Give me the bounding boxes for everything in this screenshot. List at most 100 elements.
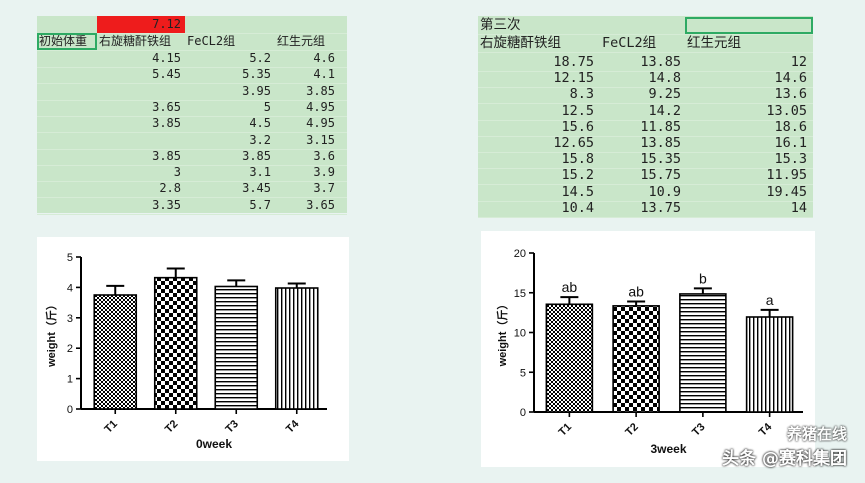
sheet1-cell[interactable] <box>37 115 97 132</box>
sheet1-cell[interactable]: 4.6 <box>313 51 335 65</box>
sheet1-cell[interactable] <box>37 99 97 116</box>
sheet1-cell[interactable]: 3.85 <box>242 148 271 163</box>
sheet2-cell[interactable]: 18.75 <box>553 54 594 70</box>
sheet2-header-cell[interactable]: 红生元组 <box>687 35 741 51</box>
sheet1-cell[interactable] <box>37 50 97 67</box>
sheet1-cell[interactable] <box>275 16 347 33</box>
sheet1-cell[interactable]: 4.5 <box>249 116 271 131</box>
sheet1-cell[interactable]: 5.45 <box>152 67 181 82</box>
sheet2-cell[interactable]: 12.15 <box>553 70 594 87</box>
sheet1-cell[interactable]: 3.6 <box>313 148 335 163</box>
sheet1-cell[interactable]: 3.2 <box>249 132 271 147</box>
y-tick-label: 4 <box>67 282 73 294</box>
sheet2-cell[interactable]: 14.8 <box>648 70 681 87</box>
sheet2-cell[interactable]: 15.2 <box>561 167 594 184</box>
sheet2-header-row: 右旋糖酐铁组 FeCL2组 红生元组 <box>478 35 813 53</box>
y-tick-label: 5 <box>520 367 526 379</box>
sheet1-cell[interactable]: 4.1 <box>313 67 335 82</box>
y-tick-label: 2 <box>67 343 73 355</box>
sheet2-cell[interactable]: 14.2 <box>648 102 681 119</box>
sheet2-cell[interactable]: 8.3 <box>569 86 594 103</box>
sheet1-header-cell[interactable]: 红生元组 <box>277 34 326 48</box>
sheet1-cell[interactable] <box>37 83 97 100</box>
y-tick-label: 15 <box>514 288 526 300</box>
sheet2-selected-cell[interactable] <box>685 17 813 34</box>
watermark-line2: 头条 @赛科集团 <box>722 449 847 469</box>
sheet1-cell[interactable] <box>37 16 97 33</box>
sheet1-cell[interactable] <box>97 132 185 149</box>
sheet2-cell[interactable]: 14 <box>790 199 807 216</box>
sheet2-cell[interactable]: 15.6 <box>561 118 594 135</box>
sheet2-cell[interactable]: 16.1 <box>774 135 807 151</box>
sheet2-data-row: 18.75 13.85 12 <box>478 54 813 72</box>
sheet2-cell[interactable]: 15.8 <box>561 151 594 168</box>
sheet2-cell[interactable]: 13.85 <box>640 135 681 151</box>
sheet2-cell[interactable]: 11.95 <box>766 167 807 184</box>
sheet1-cell[interactable]: 3.85 <box>152 116 181 131</box>
bar-t2 <box>153 276 198 410</box>
sheet1-cell[interactable]: 3.85 <box>152 148 181 163</box>
sheet1-data-row: 3.85 3.85 3.6 <box>37 148 347 166</box>
sheet1-highlight-cell[interactable]: 7.12 <box>97 16 185 33</box>
sheet2-cell[interactable]: 11.85 <box>640 118 681 135</box>
sheet2-cell[interactable]: 15.35 <box>640 151 681 168</box>
sheet1-cell[interactable] <box>37 180 97 197</box>
sheet1-cell[interactable]: 3.15 <box>306 132 335 147</box>
sheet1-cell[interactable]: 3.65 <box>306 197 335 212</box>
sheet2-title-cell[interactable]: 第三次 <box>480 17 521 33</box>
sheet2-cell[interactable]: 14.5 <box>561 183 594 200</box>
sheet1-cell[interactable]: 5.2 <box>249 51 271 65</box>
sheet2-cell[interactable]: 9.25 <box>648 86 681 103</box>
sheet1-cell[interactable]: 3.45 <box>242 181 271 196</box>
sheet2-cell[interactable]: 13.6 <box>774 86 807 103</box>
sheet2-cell[interactable]: 18.6 <box>774 118 807 135</box>
sheet2-cell[interactable]: 12 <box>790 54 807 70</box>
sheet1-cell[interactable]: 3.85 <box>306 83 335 98</box>
sheet2-cell[interactable]: 13.85 <box>640 54 681 70</box>
sheet1-cell[interactable]: 4.15 <box>152 51 181 65</box>
sheet1-cell[interactable]: 2.8 <box>159 181 181 196</box>
sheet1-cell[interactable] <box>185 16 275 33</box>
sheet2-cell[interactable]: 15.3 <box>774 151 807 168</box>
sheet2-cell[interactable]: 10.9 <box>648 183 681 200</box>
sheet2-header-cell[interactable]: 右旋糖酐铁组 <box>480 35 561 51</box>
sheet2-header-cell[interactable]: FeCL2组 <box>602 35 657 51</box>
sheet1-header-selected-cell[interactable]: 初始体重 <box>37 33 97 50</box>
sheet2-cell[interactable]: 10.4 <box>561 199 594 216</box>
sheet2-cell[interactable]: 13.75 <box>640 199 681 216</box>
sheet1-cell[interactable] <box>37 66 97 83</box>
sheet1-cell[interactable] <box>37 132 97 149</box>
sheet1-cell[interactable]: 3.95 <box>242 83 271 98</box>
bar-t1 <box>545 303 594 413</box>
sheet1-cell[interactable]: 3.35 <box>152 197 181 212</box>
sheet1-cell[interactable] <box>37 148 97 165</box>
sheet2-cell[interactable]: 14.6 <box>774 70 807 87</box>
sheet1-cell[interactable]: 5 <box>263 99 271 114</box>
sheet1-cell[interactable]: 3.65 <box>152 99 181 114</box>
sheet2-cell[interactable]: 13.05 <box>766 102 807 119</box>
sheet2-data-row: 12.15 14.8 14.6 <box>478 70 813 89</box>
sheet1-cell[interactable]: 4.95 <box>306 99 335 114</box>
sheet1-cell[interactable]: 5.7 <box>249 197 271 212</box>
sheet1-cell[interactable] <box>37 164 97 181</box>
x-tick-label: T1 <box>102 418 120 436</box>
sheet2-cell[interactable] <box>600 17 685 34</box>
sheet2-cell[interactable]: 12.65 <box>553 135 594 151</box>
sheet1-cell[interactable] <box>37 197 97 214</box>
sheet1-cell[interactable]: 3.1 <box>249 165 271 180</box>
sheet1-cell[interactable]: 3.9 <box>313 165 335 180</box>
y-tick-label: 1 <box>67 374 73 386</box>
sheet1-cell[interactable]: 3 <box>173 165 181 180</box>
sheet1-cell[interactable]: 3.7 <box>313 181 335 196</box>
sheet1-header-cell[interactable]: 右旋糖酐铁组 <box>99 34 172 48</box>
sheet1-cell[interactable]: 4.95 <box>306 116 335 131</box>
sheet2-cell[interactable]: 19.45 <box>766 183 807 200</box>
sheet2-data-row: 15.6 11.85 18.6 <box>478 119 813 137</box>
y-tick-label: 10 <box>514 328 526 340</box>
sheet1-cell[interactable]: 5.35 <box>242 67 271 82</box>
y-axis-label: weight（斤） <box>44 299 58 368</box>
sheet1-header-cell[interactable]: FeCL2组 <box>187 34 236 48</box>
sheet2-cell[interactable]: 15.75 <box>640 167 681 184</box>
sheet2-cell[interactable]: 12.5 <box>561 102 594 119</box>
sheet1-cell[interactable] <box>97 83 185 100</box>
